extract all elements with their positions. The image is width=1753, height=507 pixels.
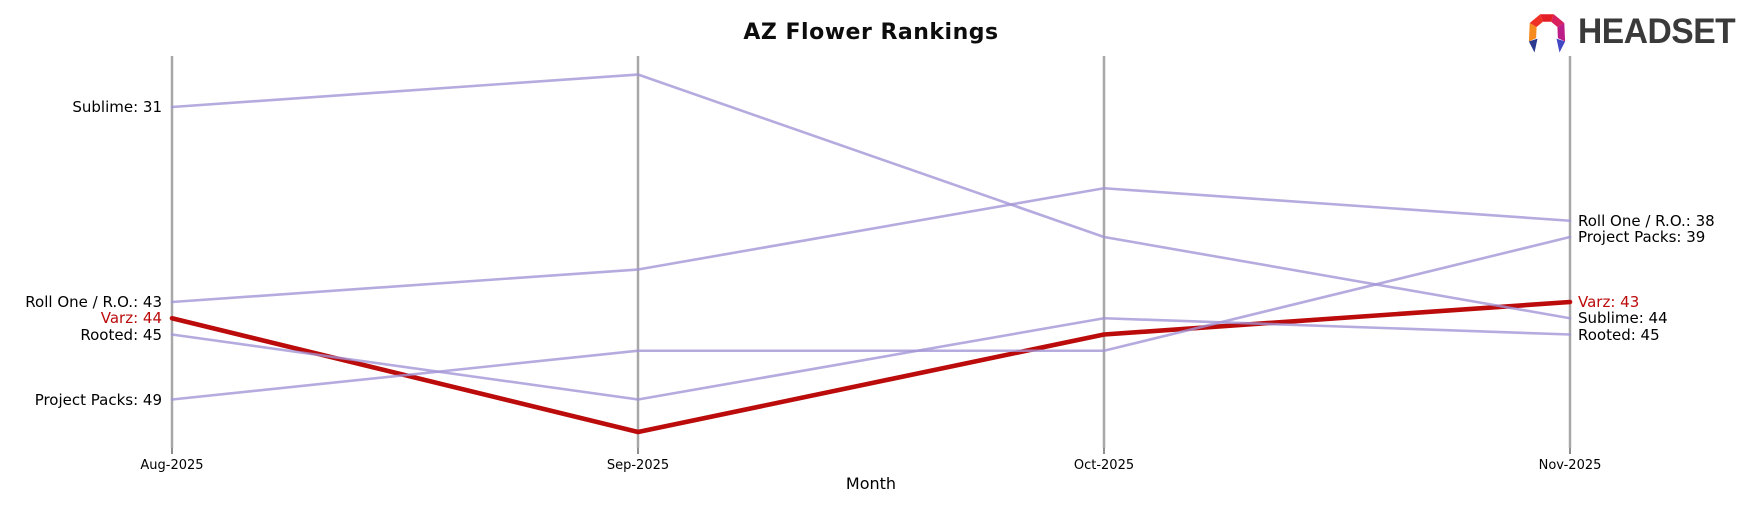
series-end-label-rooted: Rooted: 45: [1578, 325, 1660, 344]
headset-logo: HEADSET: [1523, 8, 1742, 56]
x-tick-label-nov-2025: Nov-2025: [1538, 458, 1602, 473]
chart-title: AZ Flower Rankings: [743, 20, 999, 45]
headset-logo-text: HEADSET: [1578, 12, 1736, 51]
series-start-label-project-packs: Project Packs: 49: [34, 390, 162, 409]
series-line-project-packs: [170, 235, 1572, 401]
x-tick-label-aug-2025: Aug-2025: [140, 458, 204, 473]
series-end-label-sublime: Sublime: 44: [1578, 309, 1668, 328]
series-end-label-project-packs: Project Packs: 39: [1578, 228, 1706, 246]
series-line-sublime: [170, 73, 1572, 320]
series-line-varz: [169, 299, 1573, 435]
series-start-label-sublime: Sublime: 31: [72, 98, 162, 116]
headset-logo-icon: [1529, 14, 1566, 53]
series-start-label-roll-one-r-o: Roll One / R.O.: 43: [25, 293, 162, 311]
series-start-label-rooted: Rooted: 45: [80, 325, 162, 344]
x-tick-label-oct-2025: Oct-2025: [1073, 458, 1135, 473]
x-tick-label-sep-2025: Sep-2025: [606, 458, 670, 473]
series-line-roll-one-r-o: [170, 186, 1572, 304]
series-line-rooted: [170, 316, 1572, 401]
series-end-label-roll-one-r-o: Roll One / R.O.: 38: [1578, 211, 1715, 230]
series-end-label-varz: Varz: 43: [1578, 293, 1640, 311]
x-axis-title: Month: [845, 474, 897, 493]
series-start-label-varz: Varz: 44: [100, 309, 162, 328]
